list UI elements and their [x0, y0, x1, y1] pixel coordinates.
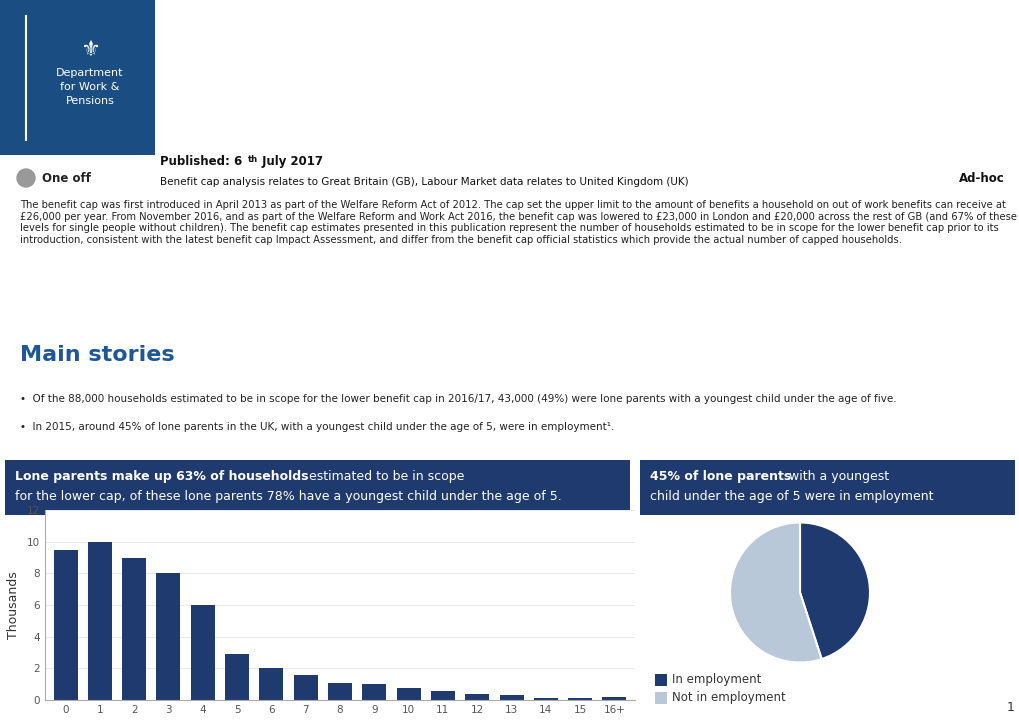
Text: for the lower cap, of these lone parents 78% have a youngest child under the age: for the lower cap, of these lone parents…: [15, 490, 561, 503]
Bar: [0, 0, 155, 155]
Text: Published: 6: Published: 6: [160, 155, 243, 168]
Bar: [568, 699, 592, 700]
Text: •  Of the 88,000 households estimated to be in scope for the lower benefit cap i: • Of the 88,000 households estimated to …: [20, 394, 896, 404]
Text: by age of youngest child: by age of youngest child: [170, 69, 536, 95]
Text: Department
for Work &
Pensions: Department for Work & Pensions: [56, 68, 123, 106]
Bar: [191, 605, 215, 700]
Text: th: th: [248, 155, 258, 164]
Bar: [328, 683, 352, 700]
Wedge shape: [730, 523, 821, 663]
Text: Benefit cap analysis relates to Great Britain (GB), Labour Market data relates t: Benefit cap analysis relates to Great Br…: [160, 177, 688, 187]
Bar: [499, 695, 523, 700]
Text: with a youngest: with a youngest: [785, 470, 889, 483]
Bar: [88, 541, 112, 700]
Text: The estimated impact of the benefit cap on parents,: The estimated impact of the benefit cap …: [170, 37, 948, 63]
Bar: [122, 557, 146, 700]
Bar: [293, 675, 317, 700]
Y-axis label: Thousands: Thousands: [7, 571, 20, 639]
Wedge shape: [799, 523, 869, 659]
Bar: [259, 668, 283, 700]
Text: Not in employment: Not in employment: [672, 691, 785, 704]
Text: Benefit cap estimates 2016/17, Labour market statistics 2015: Benefit cap estimates 2016/17, Labour ma…: [170, 117, 536, 130]
Text: ⚜: ⚜: [79, 40, 100, 60]
Bar: [602, 696, 626, 700]
Text: 1: 1: [1006, 701, 1014, 714]
Text: Ad-hoc: Ad-hoc: [958, 172, 1004, 185]
Bar: [533, 698, 557, 700]
Bar: [396, 688, 420, 700]
Bar: [156, 573, 180, 700]
Bar: [465, 694, 489, 700]
Text: One off: One off: [42, 172, 91, 185]
Bar: [639, 460, 1014, 515]
Bar: [654, 674, 666, 686]
Text: 45% of lone parents: 45% of lone parents: [649, 470, 791, 483]
Text: child under the age of 5 were in employment: child under the age of 5 were in employm…: [649, 490, 932, 503]
Bar: [654, 692, 666, 704]
Text: July 2017: July 2017: [258, 155, 323, 168]
Text: Lone parents make up 63% of households: Lone parents make up 63% of households: [15, 470, 308, 483]
Bar: [430, 691, 454, 700]
Circle shape: [17, 169, 35, 187]
Bar: [5, 460, 630, 515]
Bar: [225, 654, 249, 700]
Text: •  In 2015, around 45% of lone parents in the UK, with a youngest child under th: • In 2015, around 45% of lone parents in…: [20, 422, 613, 432]
Bar: [54, 549, 77, 700]
Text: In employment: In employment: [672, 673, 760, 686]
Text: estimated to be in scope: estimated to be in scope: [305, 470, 464, 483]
Text: The benefit cap was first introduced in April 2013 as part of the Welfare Reform: The benefit cap was first introduced in …: [20, 200, 1016, 245]
Bar: [362, 684, 386, 700]
Text: Main stories: Main stories: [20, 345, 174, 365]
